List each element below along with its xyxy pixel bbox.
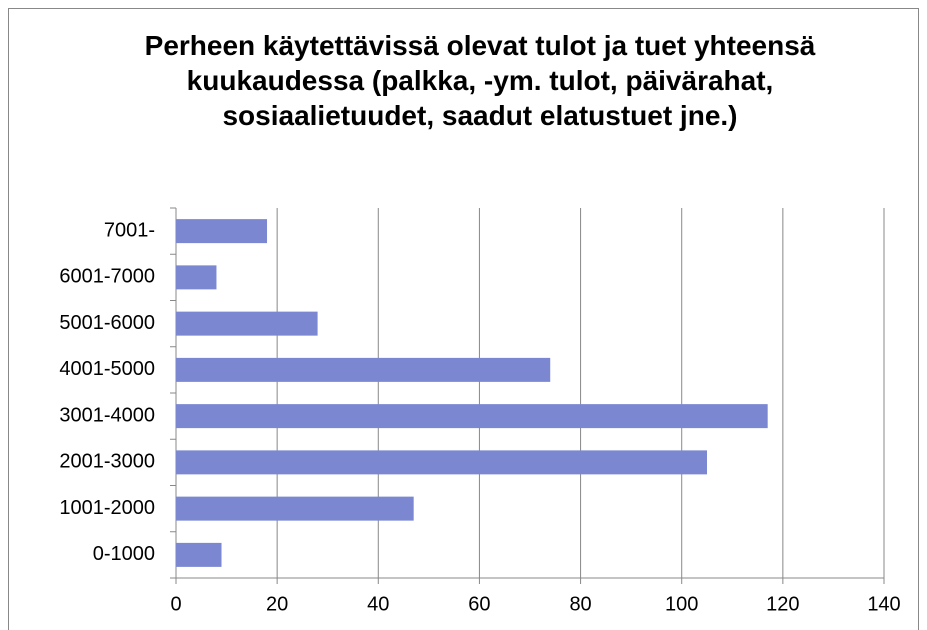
bar (176, 357, 551, 382)
chart-border (8, 8, 919, 630)
x-tick-label: 80 (569, 593, 591, 615)
y-tick-label: 0-1000 (93, 543, 155, 565)
x-tick-label: 40 (367, 593, 389, 615)
x-tick-label: 20 (266, 593, 288, 615)
x-tick-label: 0 (170, 593, 181, 615)
x-tick-label: 60 (468, 593, 490, 615)
x-tick-label: 100 (665, 593, 698, 615)
y-tick-label: 6001-7000 (59, 266, 155, 288)
bar (176, 265, 217, 290)
y-tick-label: 1001-2000 (59, 497, 155, 519)
chart-title: Perheen käytettävissä olevat tulot ja tu… (144, 30, 816, 131)
y-tick-label: 5001-6000 (59, 312, 155, 334)
x-tick-label: 140 (867, 593, 900, 615)
bar (176, 404, 768, 429)
x-tick-label: 120 (766, 593, 799, 615)
y-tick-label: 7001- (104, 219, 155, 241)
bar (176, 450, 707, 475)
y-tick-label: 4001-5000 (59, 358, 155, 380)
bar (176, 496, 414, 521)
bar (176, 219, 268, 244)
bar (176, 311, 318, 336)
bar (176, 542, 222, 567)
y-tick-label: 2001-3000 (59, 451, 155, 473)
y-tick-label: 3001-4000 (59, 404, 155, 426)
